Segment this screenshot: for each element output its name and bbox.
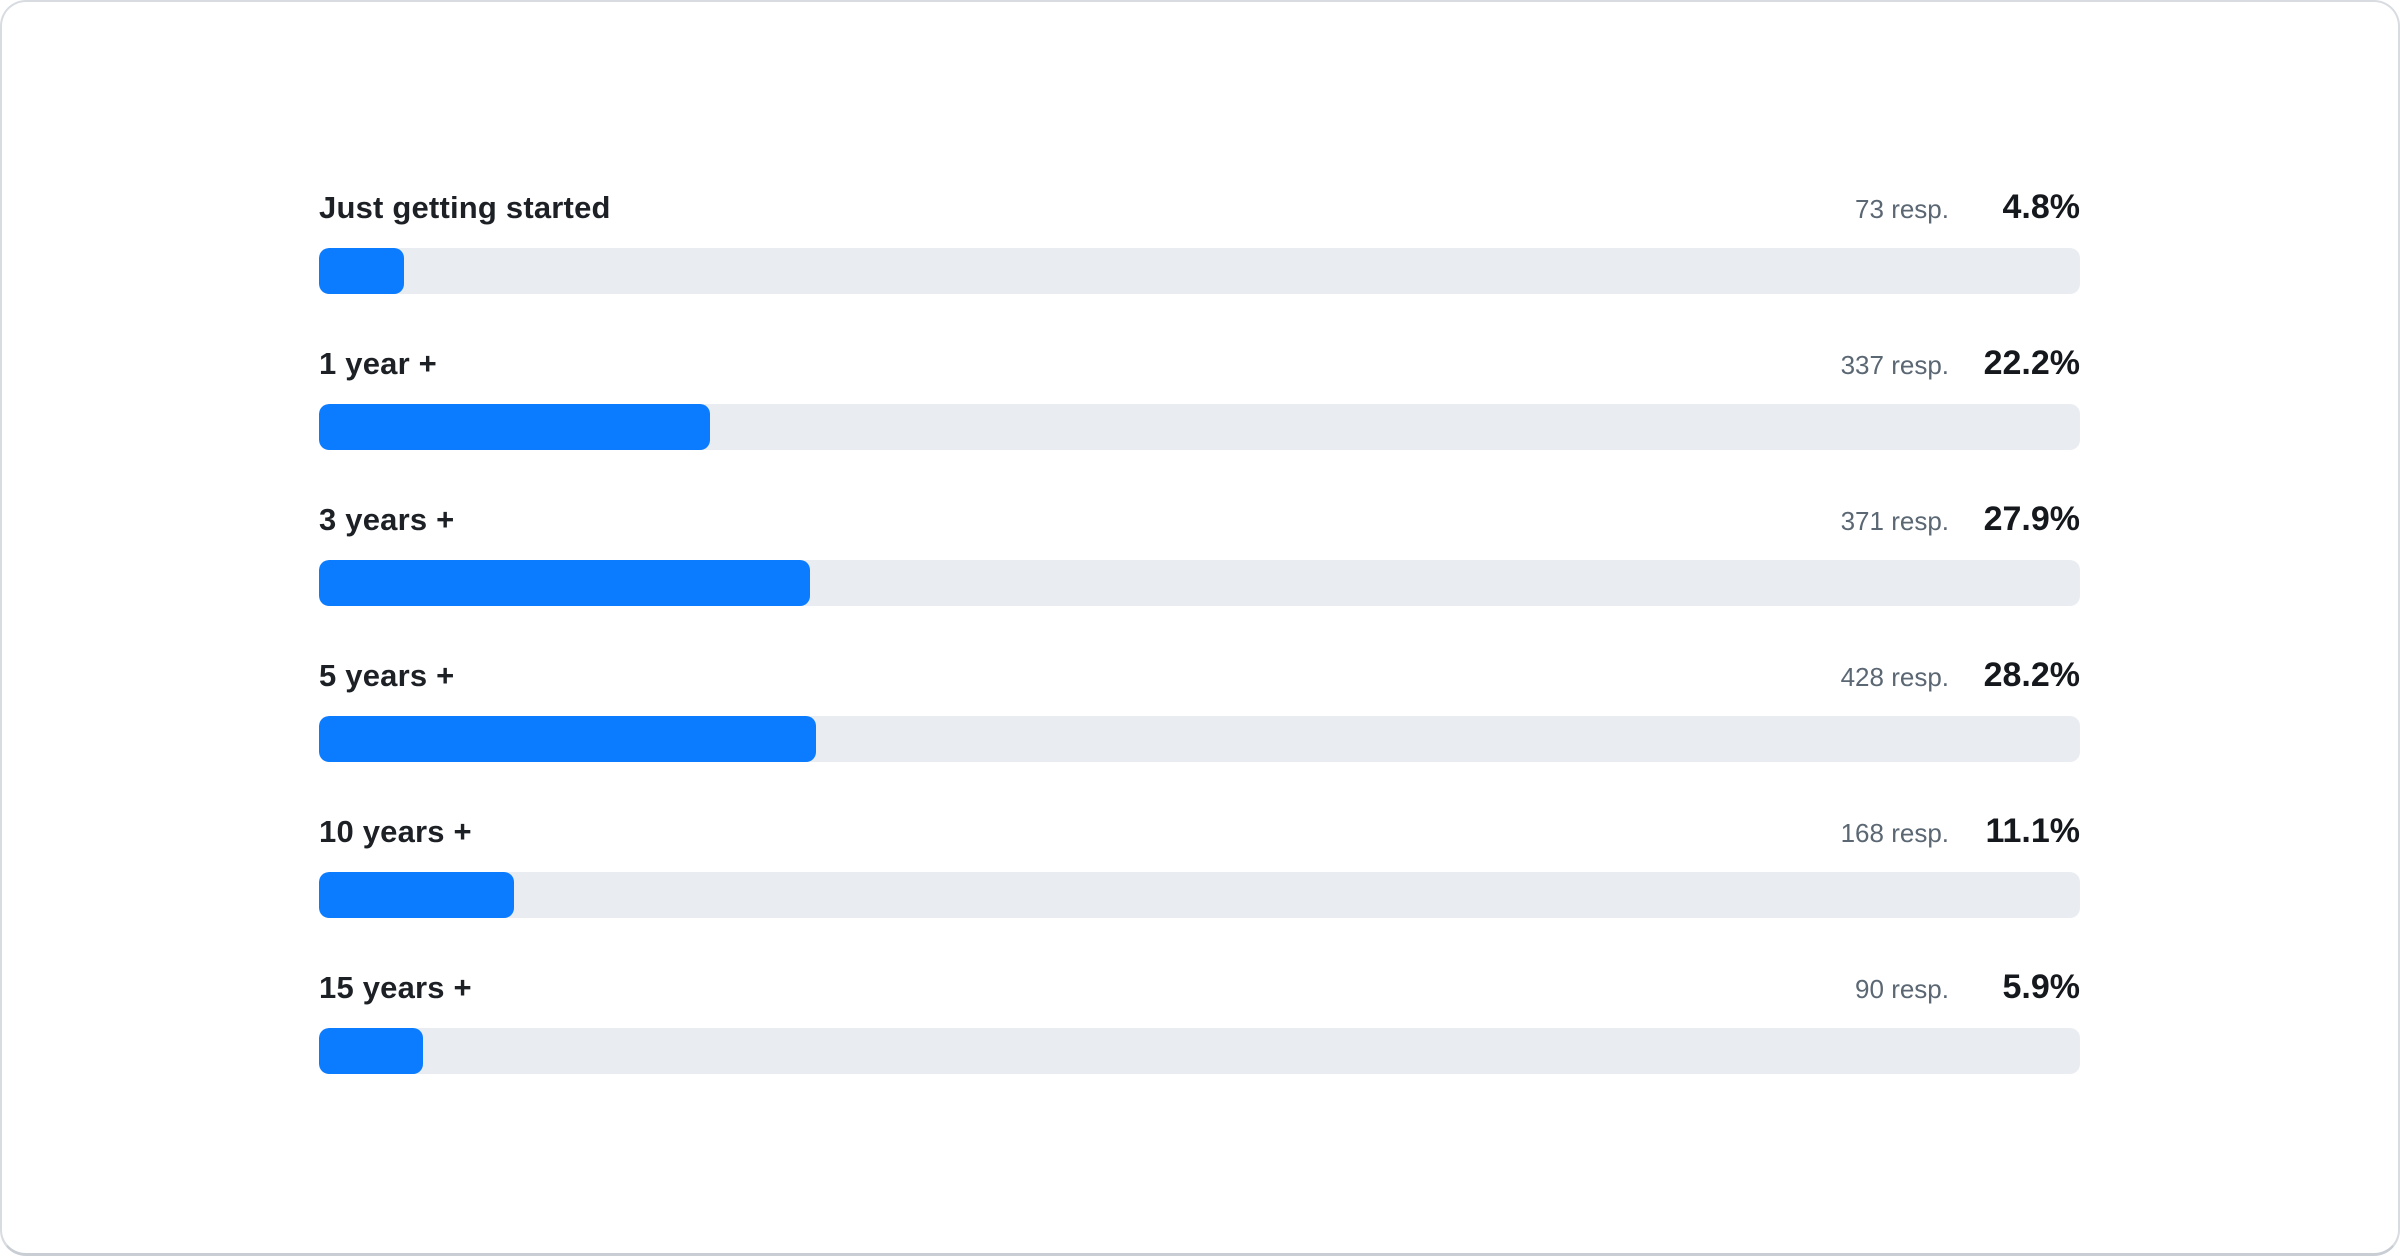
bar-track <box>319 872 2080 918</box>
response-count: 337 resp. <box>1840 350 1949 380</box>
percentage-value: 11.1% <box>1985 812 2080 850</box>
answer-label: 5 years + <box>319 658 455 693</box>
answer-label: 1 year + <box>319 346 437 381</box>
survey-row: 5 years + 428 resp. 28.2% <box>319 652 2080 762</box>
percentage-value: 5.9% <box>2002 968 2081 1006</box>
response-count: 428 resp. <box>1840 662 1949 692</box>
bar-fill <box>319 716 816 762</box>
row-header: 1 year + 337 resp. 22.2% <box>319 340 2080 386</box>
bar-track <box>319 404 2080 450</box>
bar-fill <box>319 872 515 918</box>
survey-row: 1 year + 337 resp. 22.2% <box>319 340 2080 450</box>
response-count: 371 resp. <box>1840 506 1949 536</box>
answer-label: 15 years + <box>319 970 472 1005</box>
response-count: 168 resp. <box>1840 818 1949 848</box>
bar-track <box>319 716 2080 762</box>
row-header: 10 years + 168 resp. 11.1% <box>319 808 2080 854</box>
survey-row: 10 years + 168 resp. 11.1% <box>319 808 2080 918</box>
survey-bar-chart: Just getting started 73 resp. 4.8% 1 yea… <box>2 2 2398 1074</box>
row-header: Just getting started 73 resp. 4.8% <box>319 184 2080 230</box>
bar-track <box>319 248 2080 294</box>
survey-row: 3 years + 371 resp. 27.9% <box>319 496 2080 606</box>
bar-fill <box>319 1028 423 1074</box>
row-header: 15 years + 90 resp. 5.9% <box>319 964 2080 1010</box>
bar-fill <box>319 248 404 294</box>
answer-label: 3 years + <box>319 502 455 537</box>
percentage-value: 22.2% <box>1983 344 2080 382</box>
bar-fill <box>319 404 710 450</box>
answer-label: Just getting started <box>319 190 611 225</box>
percentage-value: 28.2% <box>1983 656 2080 694</box>
survey-row: 15 years + 90 resp. 5.9% <box>319 964 2080 1074</box>
answer-label: 10 years + <box>319 814 472 849</box>
row-header: 5 years + 428 resp. 28.2% <box>319 652 2080 698</box>
percentage-value: 27.9% <box>1983 500 2080 538</box>
survey-row: Just getting started 73 resp. 4.8% <box>319 184 2080 294</box>
response-count: 90 resp. <box>1855 974 1949 1004</box>
bar-track <box>319 560 2080 606</box>
row-header: 3 years + 371 resp. 27.9% <box>319 496 2080 542</box>
bar-fill <box>319 560 811 606</box>
response-count: 73 resp. <box>1855 194 1949 224</box>
percentage-value: 4.8% <box>2002 188 2081 226</box>
bar-track <box>319 1028 2080 1074</box>
